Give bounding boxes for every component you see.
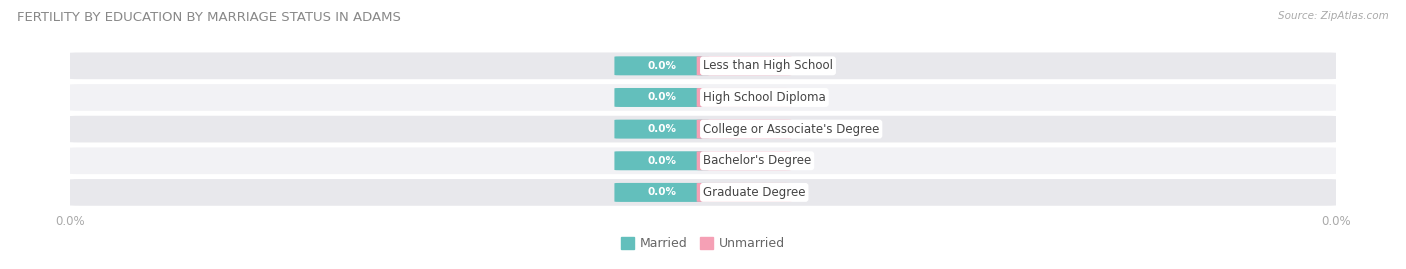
Text: 0.0%: 0.0% (730, 187, 759, 197)
FancyBboxPatch shape (63, 146, 1343, 175)
FancyBboxPatch shape (614, 88, 710, 107)
Text: 0.0%: 0.0% (647, 61, 676, 71)
Text: Less than High School: Less than High School (703, 59, 832, 72)
FancyBboxPatch shape (63, 178, 1343, 207)
Legend: Married, Unmarried: Married, Unmarried (616, 232, 790, 255)
Text: 0.0%: 0.0% (647, 187, 676, 197)
FancyBboxPatch shape (63, 115, 1343, 144)
Text: Bachelor's Degree: Bachelor's Degree (703, 154, 811, 167)
Text: Source: ZipAtlas.com: Source: ZipAtlas.com (1278, 11, 1389, 21)
Text: 0.0%: 0.0% (647, 124, 676, 134)
Text: 0.0%: 0.0% (730, 124, 759, 134)
Text: High School Diploma: High School Diploma (703, 91, 825, 104)
FancyBboxPatch shape (697, 56, 792, 75)
Text: 0.0%: 0.0% (647, 93, 676, 102)
Text: FERTILITY BY EDUCATION BY MARRIAGE STATUS IN ADAMS: FERTILITY BY EDUCATION BY MARRIAGE STATU… (17, 11, 401, 24)
Text: Graduate Degree: Graduate Degree (703, 186, 806, 199)
FancyBboxPatch shape (697, 183, 792, 202)
Text: 0.0%: 0.0% (730, 61, 759, 71)
FancyBboxPatch shape (614, 183, 710, 202)
FancyBboxPatch shape (63, 51, 1343, 80)
FancyBboxPatch shape (697, 151, 792, 170)
Text: 0.0%: 0.0% (730, 156, 759, 166)
FancyBboxPatch shape (614, 56, 710, 75)
Text: 0.0%: 0.0% (647, 156, 676, 166)
Text: College or Associate's Degree: College or Associate's Degree (703, 123, 879, 136)
FancyBboxPatch shape (63, 83, 1343, 112)
Text: 0.0%: 0.0% (730, 93, 759, 102)
FancyBboxPatch shape (697, 88, 792, 107)
FancyBboxPatch shape (614, 120, 710, 139)
FancyBboxPatch shape (697, 120, 792, 139)
FancyBboxPatch shape (614, 151, 710, 170)
